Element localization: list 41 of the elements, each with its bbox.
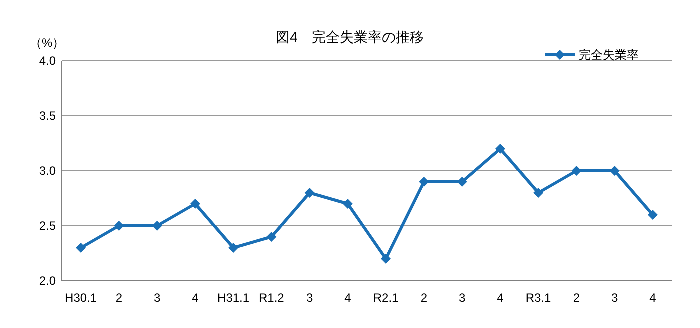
point: [534, 188, 544, 198]
legend: 完全失業率: [545, 48, 639, 62]
y-tick-label: 3.5: [39, 109, 56, 123]
x-tick-label: R2.1: [373, 291, 400, 305]
chart-title: 図4 完全失業率の推移: [276, 29, 424, 45]
x-tick-label: 2: [420, 291, 428, 305]
point: [228, 243, 239, 253]
point: [457, 177, 468, 187]
point: [266, 232, 277, 242]
point: [648, 210, 658, 220]
y-tick-label: 2.0: [39, 274, 56, 288]
x-tick-label: 2: [116, 291, 123, 305]
x-tick-label: R1.2: [259, 291, 285, 305]
x-tick-label: 4: [192, 291, 200, 305]
point: [304, 188, 315, 198]
y-axis-title: （%）: [30, 36, 65, 50]
legend-label: 完全失業率: [579, 48, 639, 62]
point: [76, 243, 86, 253]
x-tick-label: 2: [573, 291, 580, 305]
x-tick-label: 3: [154, 291, 161, 305]
point: [114, 221, 124, 231]
point: [381, 254, 392, 264]
point: [572, 166, 582, 176]
y-tick-label: 4.0: [39, 54, 56, 68]
x-tick-label: 4: [650, 291, 657, 305]
x-tick-label: 3: [306, 291, 314, 305]
point: [610, 166, 620, 176]
x-tick-label: H30.1: [65, 291, 98, 305]
x-tick-label: 4: [344, 291, 352, 305]
y-tick-label: 2.5: [39, 219, 56, 233]
point: [342, 199, 353, 209]
point: [495, 144, 506, 154]
x-tick-label: 4: [497, 291, 504, 305]
point: [190, 199, 200, 209]
x-tick-label: H31.1: [218, 291, 250, 305]
y-tick-label: 3.0: [39, 164, 56, 178]
point: [419, 177, 430, 187]
point: [152, 221, 162, 231]
x-tick-label: R3.1: [526, 291, 552, 305]
x-tick-label: 3: [611, 291, 618, 305]
x-tick-label: 3: [458, 291, 466, 305]
